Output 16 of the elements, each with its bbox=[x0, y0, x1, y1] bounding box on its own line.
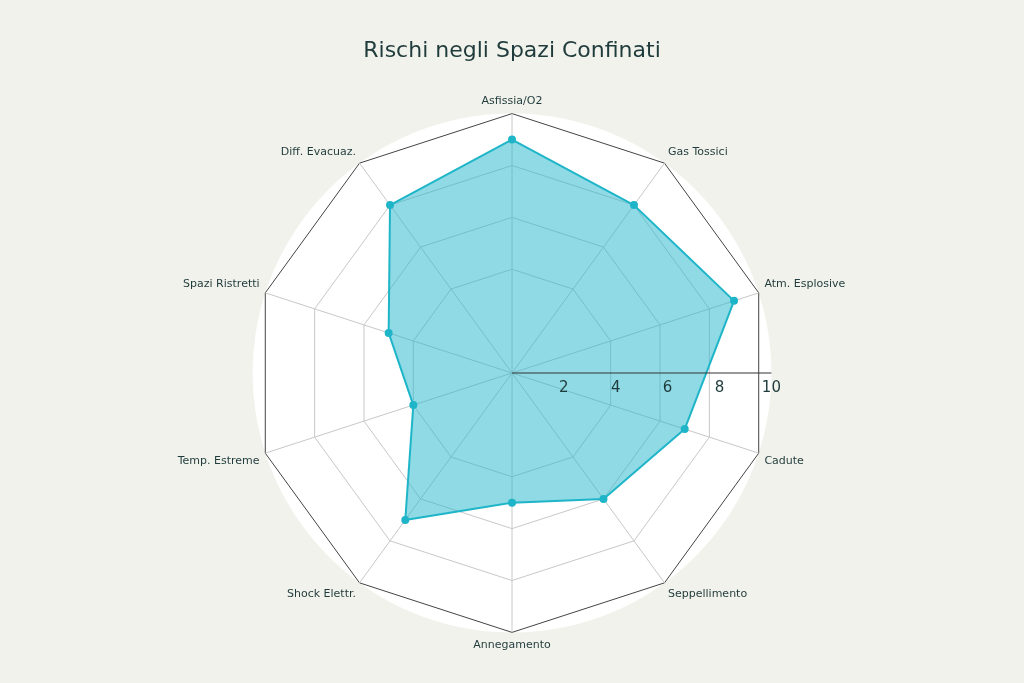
spoke-label: Seppellimento bbox=[668, 587, 748, 601]
y-tick-label: 4 bbox=[610, 378, 621, 397]
spoke-label: Gas Tossici bbox=[668, 144, 728, 158]
y-tick-label: 6 bbox=[662, 378, 673, 397]
spoke-label: Annegamento bbox=[473, 637, 551, 651]
spoke-label: Diff. Evacuaz. bbox=[280, 144, 356, 158]
spoke-label: Atm. Esplosive bbox=[764, 277, 846, 291]
y-tick-label: 8 bbox=[714, 378, 725, 397]
spoke-label: Cadute bbox=[764, 454, 805, 468]
spoke-label: Spazi Ristretti bbox=[183, 277, 260, 291]
y-tick-label: 10 bbox=[761, 378, 781, 397]
spoke-label: Asfissia/O2 bbox=[481, 93, 543, 107]
y-tick-label: 2 bbox=[559, 378, 569, 397]
chart-title: Rischi negli Spazi Confinati bbox=[363, 36, 661, 62]
spoke-label: Temp. Estreme bbox=[176, 454, 260, 468]
spoke-label: Shock Elettr. bbox=[286, 587, 356, 601]
